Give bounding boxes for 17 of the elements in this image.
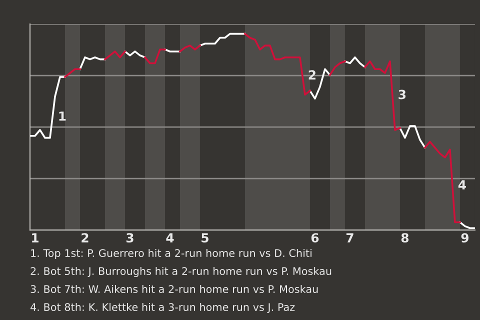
x-tick-label: 2 [82,233,88,242]
annotation: 1 [59,112,66,121]
x-tick-label: 5 [202,233,208,243]
annotation: 4 [458,180,466,190]
x-tick-label: 7 [346,233,354,242]
x-tick-label: 1 [32,233,38,242]
x-tick-label: 8 [401,233,409,243]
text: 4. Bot 8th: K. Klettke hit a 3-run home run vs J. Paz [30,302,295,313]
x-tick-label: 4 [166,233,174,242]
text: 3. Bot 7th: W. Aikens hit a 2-run home run vs P. Moskau [30,284,318,294]
annotation: 3 [398,90,406,100]
text: 2. Bot 5th: J. Burroughs hit a 2-run home run vs P. Moskau [30,266,332,278]
x-tick-label: 3 [126,233,134,243]
annotation: 2 [308,70,316,80]
x-tick-label: 9 [461,233,469,243]
x-tick-label: 6 [311,233,319,243]
text: 1. Top 1st: P. Guerrero hit a 2-run home run vs D. Chiti [31,248,312,260]
